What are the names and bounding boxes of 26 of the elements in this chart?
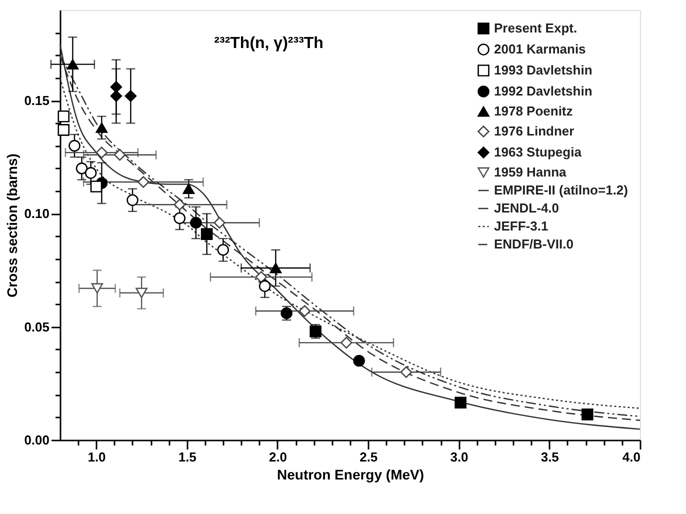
legend-label: 1992 Davletshin [494, 84, 592, 98]
x-tick-label: 1.5 [178, 450, 196, 464]
legend-label: JENDL-4.0 [494, 200, 560, 216]
legend-label: 1978 Poenitz [494, 104, 574, 118]
y-axis-title: Cross section (barns) [4, 154, 20, 298]
x-tick-label: 3.5 [540, 450, 559, 464]
legend-label: 1959 Hanna [494, 164, 568, 180]
legend-label: 2001 Karmanis [494, 42, 586, 56]
legend-label: JEFF-3.1 [494, 218, 548, 234]
x-tick-label: 1.0 [88, 450, 106, 464]
annotation: ²³²Th(n, γ)²³³Th [214, 35, 324, 52]
legend-label: EMPIRE-II (atilno=1.2) [494, 182, 628, 198]
legend-label: ENDF/B-VII.0 [494, 236, 574, 252]
x-axis-title: Neutron Energy (MeV) [276, 466, 424, 482]
y-tick-label: 0.05 [24, 319, 50, 334]
legend-label: 1976 Lindner [494, 124, 574, 138]
x-tick-label: 4.0 [622, 450, 640, 464]
legend-label: Present Expt. [494, 20, 578, 36]
y-tick-label: 0.10 [24, 206, 50, 222]
x-tick-label: 3.0 [450, 450, 468, 464]
x-tick-label: 2.5 [360, 450, 378, 464]
y-tick-label: 0.15 [24, 93, 50, 108]
x-tick-label: 2.0 [268, 450, 288, 464]
legend-label: 1993 Davletshin [494, 62, 592, 78]
y-tick-label: 0.00 [24, 432, 50, 448]
legend-label: 1963 Stupegia [494, 144, 582, 160]
